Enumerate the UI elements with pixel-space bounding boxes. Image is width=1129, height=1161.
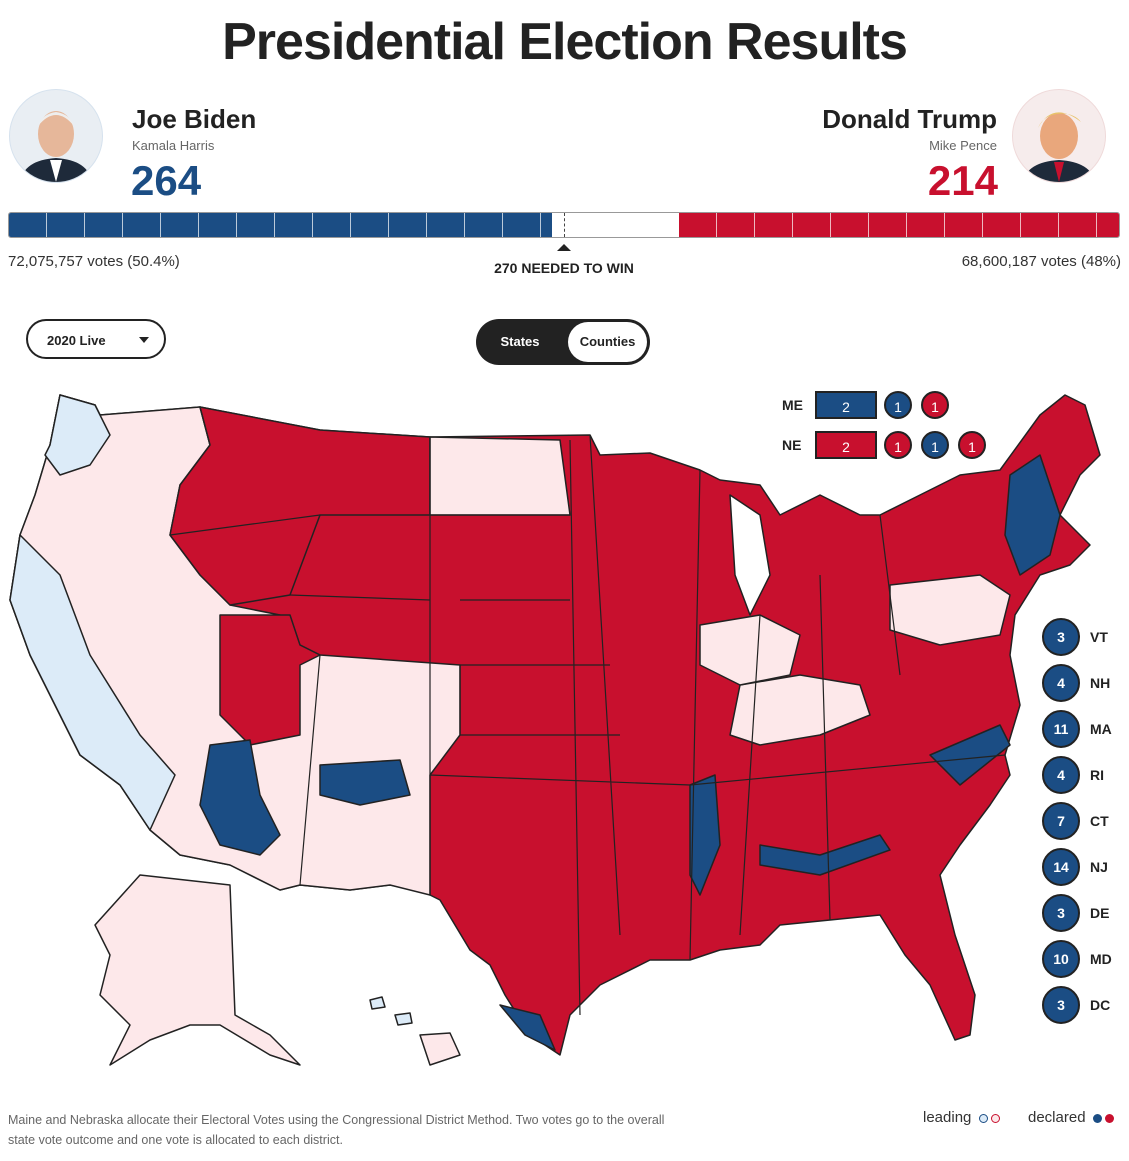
footnote: Maine and Nebraska allocate their Electo… [8,1113,665,1147]
state-label: NJ [1090,859,1108,875]
state-label: MD [1090,951,1112,967]
state-label: MA [1090,721,1112,737]
electoral-votes: 264 [131,157,202,204]
wyoming-utah [219,614,321,746]
candidate-name: Donald Trump [822,104,997,134]
state-label: NH [1090,675,1111,691]
state-votes: 10 [1042,940,1080,978]
split-state-label: NE [782,437,802,453]
pennsylvania-pink [889,574,1011,646]
state-label: RI [1090,767,1104,783]
arizona-blue [199,739,281,856]
dropdown-label: 2020 Live [47,333,106,348]
california-coast [9,534,176,831]
win-line [564,213,565,237]
state-label: VT [1090,629,1108,645]
state-votes: 3 [1042,618,1080,656]
win-marker [557,244,571,251]
state-votes: 11 [1042,710,1080,748]
district-votes: 1 [921,391,949,419]
toggle-option[interactable]: Counties [568,322,647,362]
hawaii [394,1012,413,1026]
district-votes: 2 [815,431,877,459]
district-votes: 1 [958,431,986,459]
us-map[interactable] [0,375,1129,1075]
district-votes: 2 [815,391,877,419]
state-votes: 3 [1042,894,1080,932]
great-lakes [729,494,771,616]
black-belt-blue [759,834,891,876]
popular-votes: 68,600,187 votes (48%) [961,253,1121,270]
candidate-photo [9,89,103,183]
year-dropdown[interactable]: 2020 Live [26,319,166,359]
state-votes: 4 [1042,664,1080,702]
state-label: CT [1090,813,1109,829]
district-votes: 1 [921,431,949,459]
district-votes: 1 [884,391,912,419]
legend-item: leading [923,1109,1000,1126]
dropdown-arrow [139,337,149,343]
portrait [20,111,92,182]
portrait [1023,112,1095,182]
mississippi-blue [689,774,721,896]
popular-votes: 72,075,757 votes (50.4%) [8,253,180,270]
state-label: DC [1090,997,1111,1013]
state-votes: 3 [1042,986,1080,1024]
electoral-bar [8,212,1120,238]
washington-coast [44,394,111,476]
title: Presidential Election Results [222,13,908,71]
kentucky-pink [729,674,871,746]
idaho-montana [169,406,431,606]
new-mexico-blue [319,759,411,806]
district-votes: 1 [884,431,912,459]
alaska [94,874,301,1066]
legend-item: declared [1028,1109,1114,1126]
hawaii [419,1032,461,1066]
candidate-photo [1012,89,1106,183]
state-votes: 7 [1042,802,1080,840]
bar-segment [9,213,552,237]
texas-border-blue [499,1004,556,1051]
win-threshold: 270 NEEDED TO WIN [494,260,634,276]
new-england-blue [1004,454,1061,576]
legend-label: declared [1028,1109,1086,1126]
running-mate: Kamala Harris [132,138,215,153]
state-votes: 4 [1042,756,1080,794]
state-votes: 14 [1042,848,1080,886]
legend-label: leading [923,1109,972,1126]
view-toggle: States Counties [476,319,650,365]
bar-segment [679,213,1119,237]
split-state-label: ME [782,397,803,413]
hawaii [369,996,386,1010]
electoral-votes: 214 [927,157,998,204]
state-label: DE [1090,905,1110,921]
toggle-option[interactable]: States [500,334,540,349]
state-border [169,406,1006,1016]
running-mate: Mike Pence [929,138,997,153]
north-dakota [429,436,571,516]
candidate-name: Joe Biden [132,104,257,134]
north-carolina-blue [929,724,1011,786]
